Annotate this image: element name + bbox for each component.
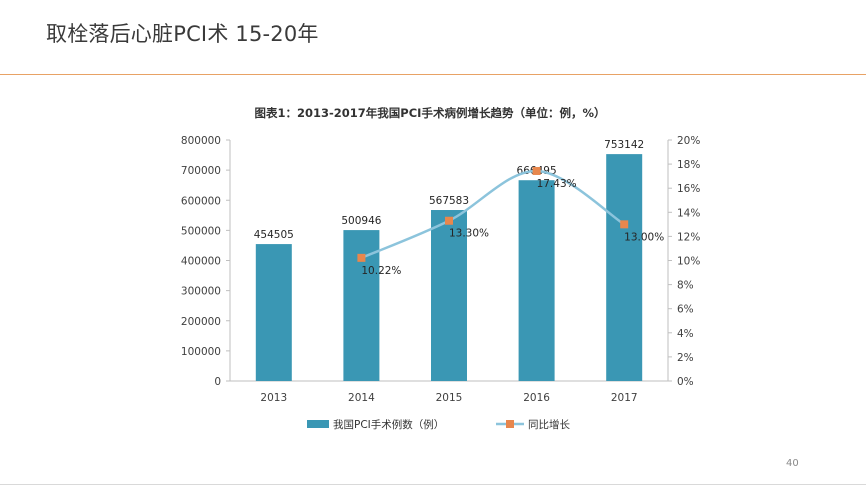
y-right-tick-label: 12% — [677, 231, 700, 243]
y-right-tick-label: 8% — [677, 280, 694, 292]
growth-label-2016: 17.43% — [537, 178, 577, 190]
legend-bar-label: 我国PCI手术例数（例） — [333, 418, 444, 431]
bar-label-2013: 454505 — [254, 229, 294, 241]
bar-series — [255, 154, 643, 381]
y-left-tick-label: 0 — [214, 376, 221, 388]
y-left-tick-label: 800000 — [181, 135, 221, 147]
x-tick-label: 2017 — [611, 392, 638, 404]
x-tick-label: 2015 — [436, 392, 463, 404]
y-left-tick-label: 500000 — [181, 225, 221, 237]
chart-container: 图表1：2013-2017年我国PCI手术病例增长趋势（单位：例，%） 0 100… — [150, 96, 710, 446]
bar-2016 — [518, 180, 555, 381]
legend-line-label: 同比增长 — [528, 418, 570, 431]
y-right-tick-label: 4% — [677, 328, 694, 340]
y-right-tick-label: 2% — [677, 352, 694, 364]
y-right-tick-label: 18% — [677, 159, 700, 171]
x-tick-label: 2014 — [348, 392, 375, 404]
legend-bar-swatch — [307, 420, 329, 428]
bar-label-2015: 567583 — [429, 195, 469, 207]
y-right-tick-label: 20% — [677, 135, 700, 147]
growth-marker-2016 — [532, 166, 541, 175]
growth-line-series: 10.22% 13.30% 17.43% 13.00% — [357, 166, 664, 277]
chart-title: 图表1：2013-2017年我国PCI手术病例增长趋势（单位：例，%） — [255, 106, 606, 120]
footer-divider — [0, 484, 866, 485]
slide-title: 取栓落后心脏PCI术 15-20年 — [46, 22, 319, 46]
y-left-tick-label: 600000 — [181, 195, 221, 207]
pci-growth-chart: 图表1：2013-2017年我国PCI手术病例增长趋势（单位：例，%） 0 100… — [181, 106, 700, 431]
bar-2017 — [606, 154, 643, 381]
growth-label-2014: 10.22% — [361, 265, 401, 277]
bar-data-labels: 454505500946567583666495753142 — [254, 139, 644, 241]
y-right-tick-label: 14% — [677, 207, 700, 219]
y-axis-right: 0% 2% 4% 6% 8% 10% 12% 14% 16% 18% 20% — [667, 135, 700, 388]
bar-label-2014: 500946 — [341, 215, 381, 227]
y-axis-left: 0 100000 200000 300000 400000 500000 600000 700… — [181, 135, 231, 388]
y-left-tick-label: 400000 — [181, 256, 221, 268]
growth-marker-2014 — [357, 253, 366, 262]
growth-marker-2015 — [445, 216, 453, 225]
x-axis: 2013 2014 2015 2016 2017 — [230, 380, 668, 404]
y-left-tick-label: 200000 — [181, 316, 221, 328]
x-tick-label: 2016 — [523, 392, 550, 404]
y-right-tick-label: 0% — [677, 376, 694, 388]
growth-label-2017: 13.00% — [624, 231, 664, 243]
y-right-tick-label: 6% — [677, 304, 694, 316]
bar-2015 — [431, 210, 467, 381]
growth-marker-2017 — [620, 220, 629, 229]
title-divider — [0, 74, 866, 75]
y-right-tick-label: 10% — [677, 256, 700, 268]
y-left-tick-label: 700000 — [181, 165, 221, 177]
y-left-tick-label: 100000 — [181, 346, 221, 358]
bar-2013 — [255, 244, 292, 381]
chart-legend: 我国PCI手术例数（例） 同比增长 — [307, 418, 570, 431]
bar-label-2017: 753142 — [604, 139, 644, 151]
y-right-tick-label: 16% — [677, 183, 700, 195]
page-number: 40 — [786, 458, 799, 469]
x-tick-label: 2013 — [260, 392, 287, 404]
growth-line — [360, 169, 625, 260]
legend-line-marker — [506, 420, 514, 428]
growth-label-2015: 13.30% — [449, 228, 489, 240]
y-left-tick-label: 300000 — [181, 286, 221, 298]
